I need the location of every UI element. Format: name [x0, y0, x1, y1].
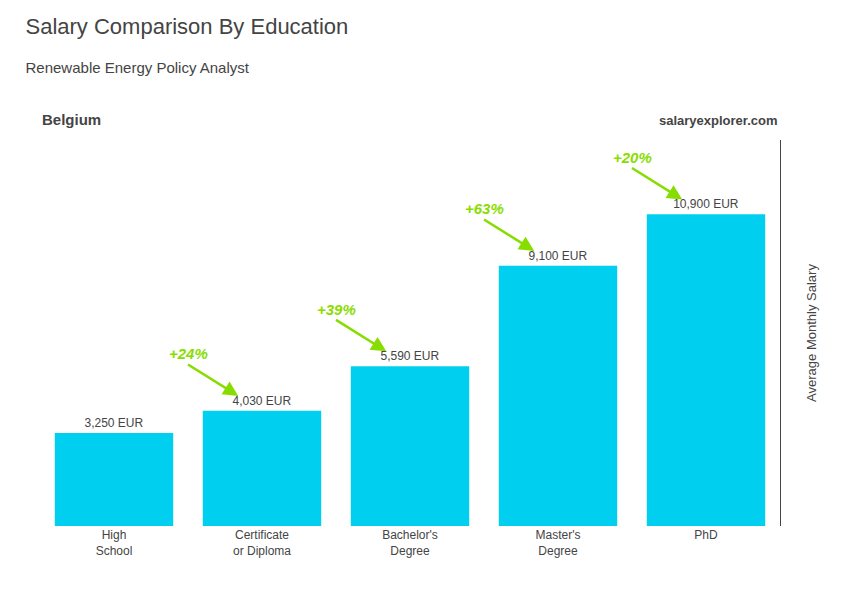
svg-text:Salary Comparison By Education: Salary Comparison By Education	[26, 14, 349, 39]
svg-text:9,100 EUR: 9,100 EUR	[528, 249, 587, 263]
svg-text:3,250 EUR: 3,250 EUR	[84, 416, 143, 430]
svg-text:PhD: PhD	[694, 528, 718, 542]
svg-text:+24%: +24%	[169, 345, 208, 362]
svg-text:+20%: +20%	[613, 149, 652, 166]
svg-text:4,030 EUR: 4,030 EUR	[232, 394, 291, 408]
svg-text:Bachelor'sDegree: Bachelor'sDegree	[382, 528, 438, 558]
svg-text:salaryexplorer.com: salaryexplorer.com	[659, 113, 778, 128]
svg-text:Average Monthly Salary: Average Monthly Salary	[804, 264, 819, 402]
svg-text:Master'sDegree: Master'sDegree	[536, 528, 581, 558]
svg-text:5,590 EUR: 5,590 EUR	[380, 349, 439, 363]
svg-text:Belgium: Belgium	[42, 111, 101, 128]
svg-text:+39%: +39%	[317, 301, 356, 318]
svg-text:Certificateor Diploma: Certificateor Diploma	[233, 528, 291, 558]
svg-text:+63%: +63%	[465, 200, 504, 217]
svg-text:Renewable Energy Policy Analys: Renewable Energy Policy Analyst	[26, 59, 250, 76]
svg-text:HighSchool: HighSchool	[96, 528, 133, 558]
svg-text:10,900 EUR: 10,900 EUR	[673, 197, 739, 211]
